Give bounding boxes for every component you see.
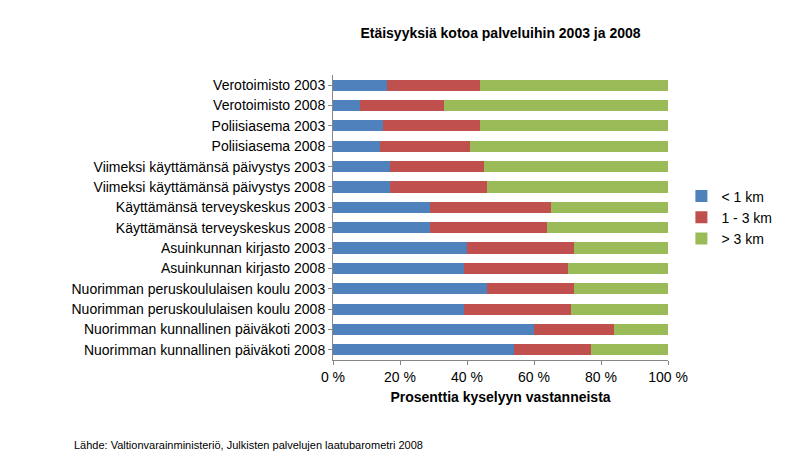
svg-text:Nuorimman kunnallinen päiväkot: Nuorimman kunnallinen päiväkoti 2008 — [84, 342, 325, 358]
svg-text:Verotoimisto 2008: Verotoimisto 2008 — [213, 97, 325, 113]
svg-text:Käyttämänsä terveyskeskus 2003: Käyttämänsä terveyskeskus 2003 — [116, 199, 326, 215]
svg-text:> 3 km: > 3 km — [721, 231, 763, 247]
svg-text:Prosenttia kyselyyn vastanneis: Prosenttia kyselyyn vastanneista — [390, 389, 610, 405]
svg-text:80 %: 80 % — [585, 369, 617, 385]
svg-text:40 %: 40 % — [451, 369, 483, 385]
svg-text:Asuinkunnan kirjasto 2008: Asuinkunnan kirjasto 2008 — [161, 260, 325, 276]
svg-text:Nuorimman kunnallinen päiväkot: Nuorimman kunnallinen päiväkoti 2003 — [84, 321, 325, 337]
svg-text:Poliisiasema 2003: Poliisiasema 2003 — [212, 118, 326, 134]
svg-text:Asuinkunnan kirjasto 2003: Asuinkunnan kirjasto 2003 — [161, 240, 325, 256]
svg-text:Nuorimman peruskoululaisen kou: Nuorimman peruskoululaisen koulu 2003 — [71, 281, 325, 297]
svg-text:Etäisyyksiä kotoa palveluihin: Etäisyyksiä kotoa palveluihin 2003 ja 20… — [360, 25, 640, 41]
svg-text:Verotoimisto 2003: Verotoimisto 2003 — [213, 77, 325, 93]
svg-text:20 %: 20 % — [384, 369, 416, 385]
svg-text:Lähde: Valtionvarainministeriö: Lähde: Valtionvarainministeriö, Julkiste… — [74, 439, 423, 451]
svg-text:Nuorimman peruskoululaisen kou: Nuorimman peruskoululaisen koulu 2008 — [71, 301, 325, 317]
svg-text:Viimeksi käyttämänsä päivystys: Viimeksi käyttämänsä päivystys 2003 — [94, 159, 326, 175]
svg-text:Käyttämänsä terveyskeskus 2008: Käyttämänsä terveyskeskus 2008 — [116, 220, 326, 236]
svg-text:Poliisiasema 2008: Poliisiasema 2008 — [212, 138, 326, 154]
svg-text:60 %: 60 % — [518, 369, 550, 385]
svg-text:Viimeksi käyttämänsä päivystys: Viimeksi käyttämänsä päivystys 2008 — [94, 179, 326, 195]
svg-text:0 %: 0 % — [321, 369, 345, 385]
svg-text:< 1 km: < 1 km — [721, 189, 763, 205]
svg-text:1 - 3 km: 1 - 3 km — [721, 210, 772, 226]
svg-text:100 %: 100 % — [648, 369, 688, 385]
